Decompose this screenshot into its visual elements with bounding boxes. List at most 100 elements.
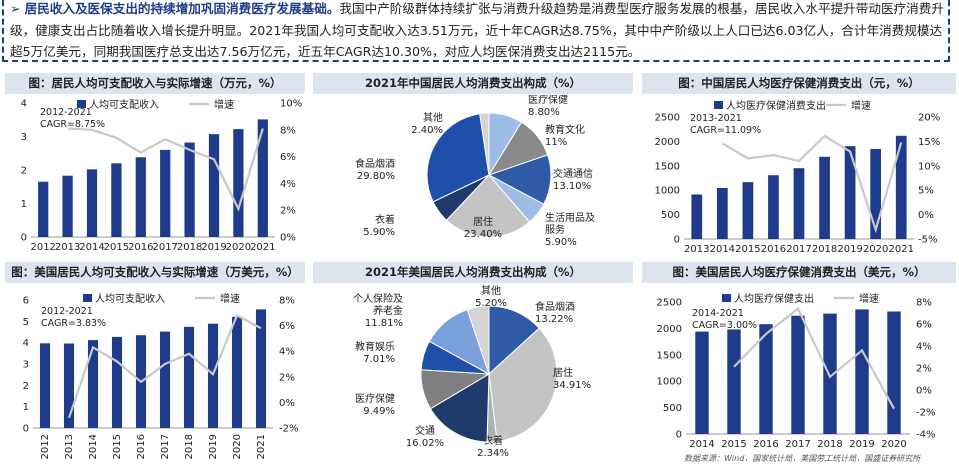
x-tick-label: 2018 <box>817 439 842 450</box>
bar <box>38 181 49 237</box>
slice-value-label: 2.34% <box>477 448 509 459</box>
legend-swatch-bar <box>714 101 723 109</box>
data-source-note: 数据来源：Wind，国家统计局，美国劳工统计局，国盛证券研究所 <box>684 454 921 463</box>
y2-tick-label: 6% <box>279 321 295 332</box>
y-tick-label: 3 <box>23 360 29 371</box>
slice-name-label: 交通 <box>415 424 435 437</box>
pie-slice <box>445 174 531 238</box>
slice-value-label: 34.91% <box>553 380 591 391</box>
x-tick-label: 2020 <box>226 242 251 253</box>
bar <box>39 343 51 428</box>
chart-title: 图：中国居民人均医疗保健消费支出（元，%） <box>642 73 956 94</box>
y2-tick-label: -2% <box>279 424 298 435</box>
x-tick-label: 2013 <box>55 242 80 253</box>
bar <box>135 157 146 237</box>
legend-label: 人均可支配收入 <box>95 292 165 305</box>
x-tick-label: 2014 <box>710 244 735 255</box>
x-tick-label: 2013 <box>684 244 709 255</box>
x-tick-label: 2016 <box>761 244 786 255</box>
slice-name-label: 其他 <box>423 111 443 124</box>
y-tick-label: 0 <box>21 233 27 244</box>
y2-tick-label: 5% <box>918 186 934 197</box>
x-tick-label: 2020 <box>232 434 243 459</box>
x-tick-label: 2021 <box>256 434 267 459</box>
slice-value-label: 9.49% <box>363 406 395 417</box>
slice-value-label: 16.02% <box>406 438 444 449</box>
slice-value-label: 7.01% <box>363 354 395 365</box>
cagr-annotation: 2014-2021 <box>692 308 744 319</box>
pie-slice <box>488 327 558 443</box>
chart-title: 2021年美国居民人均消费支出构成（%） <box>313 262 633 283</box>
y-tick-label: 2 <box>21 166 27 177</box>
bar <box>759 324 773 434</box>
y2-tick-label: 10% <box>280 99 302 110</box>
y-tick-label: 500 <box>663 403 682 414</box>
slice-value-label: 11% <box>545 137 567 148</box>
legend-label: 增速 <box>859 292 879 305</box>
cagr-annotation: 2012-2021 <box>40 107 92 118</box>
bar <box>844 146 856 239</box>
bar <box>63 343 75 428</box>
bar <box>887 311 901 434</box>
y2-tick-label: 8% <box>279 296 295 307</box>
slice-name-label: 养老金 <box>373 304 403 317</box>
growth-line <box>67 127 264 212</box>
slice-name-label: 衣着 <box>483 434 503 447</box>
y2-tick-label: 8% <box>280 125 296 136</box>
slice-value-label: 5.90% <box>545 237 577 248</box>
slice-name-label: 服务 <box>545 223 565 236</box>
y2-tick-label: 6% <box>280 152 296 163</box>
y-tick-label: 0 <box>676 430 682 441</box>
bar <box>208 134 220 237</box>
legend-label: 人均医疗保健消费支出 <box>726 99 826 112</box>
x-tick-label: 2021 <box>888 244 913 255</box>
y2-tick-label: 0% <box>279 398 295 409</box>
pie-slice <box>466 305 490 375</box>
y-tick-label: 2500 <box>657 298 682 309</box>
slice-value-label: 13.22% <box>535 314 573 325</box>
chart-us-health: 0 500 1000 1500 2000 2500 -4% -2% 0% 2% 4% 6% 8% 2014… <box>657 292 936 450</box>
cagr-annotation: CAGR=11.09% <box>690 125 761 136</box>
slice-value-label: 13.10% <box>553 181 591 192</box>
y-tick-label: 0 <box>23 424 29 435</box>
x-tick-label: 2017 <box>152 242 177 253</box>
summary-headline: 居民收入及医保支出的持续增加巩固消费医疗发展基础。 <box>24 1 340 16</box>
x-tick-label: 2016 <box>753 439 778 450</box>
y2-tick-label: 0% <box>280 233 296 244</box>
x-tick-label: 2012 <box>30 242 55 253</box>
x-tick-label: 2016 <box>128 242 153 253</box>
y2-tick-label: -4% <box>916 430 935 441</box>
x-tick-label: 2017 <box>785 439 810 450</box>
y-tick-label: 3 <box>21 132 27 143</box>
y-tick-label: 0 <box>674 235 680 246</box>
y2-tick-label: 15% <box>918 137 940 148</box>
legend-swatch-bar <box>722 294 731 302</box>
growth-line <box>721 134 903 234</box>
chart-title: 2021年中国居民人均消费支出构成（%） <box>313 73 633 94</box>
bar <box>742 182 754 239</box>
x-tick-label: 2019 <box>849 439 874 450</box>
bar <box>691 194 703 239</box>
y2-tick-label: 6% <box>916 320 932 331</box>
y2-tick-label: 4% <box>916 342 932 353</box>
x-tick-label: 2014 <box>79 242 104 253</box>
growth-line <box>67 313 262 419</box>
x-tick-label: 2017 <box>786 244 811 255</box>
slice-name-label: 其他 <box>481 284 501 297</box>
bar <box>111 163 122 237</box>
y2-tick-label: 20% <box>918 113 940 124</box>
y2-tick-label: 10% <box>918 161 940 172</box>
x-tick-label: 2018 <box>177 242 202 253</box>
bar <box>255 309 267 428</box>
x-tick-label: 2012 <box>40 434 51 459</box>
y-tick-label: 6 <box>23 296 29 307</box>
slice-name-label: 食品烟酒 <box>535 300 575 313</box>
slice-name-label: 交通通信 <box>553 167 593 180</box>
x-tick-label: 2019 <box>837 244 862 255</box>
slice-value-label: 29.80% <box>357 171 395 182</box>
slice-name-label: 教育文化 <box>545 123 585 136</box>
slice-name-label: 医疗保健 <box>528 95 568 106</box>
cagr-annotation: CAGR=8.75% <box>40 119 105 130</box>
legend-swatch-bar <box>83 294 92 302</box>
x-tick-label: 2020 <box>863 244 888 255</box>
